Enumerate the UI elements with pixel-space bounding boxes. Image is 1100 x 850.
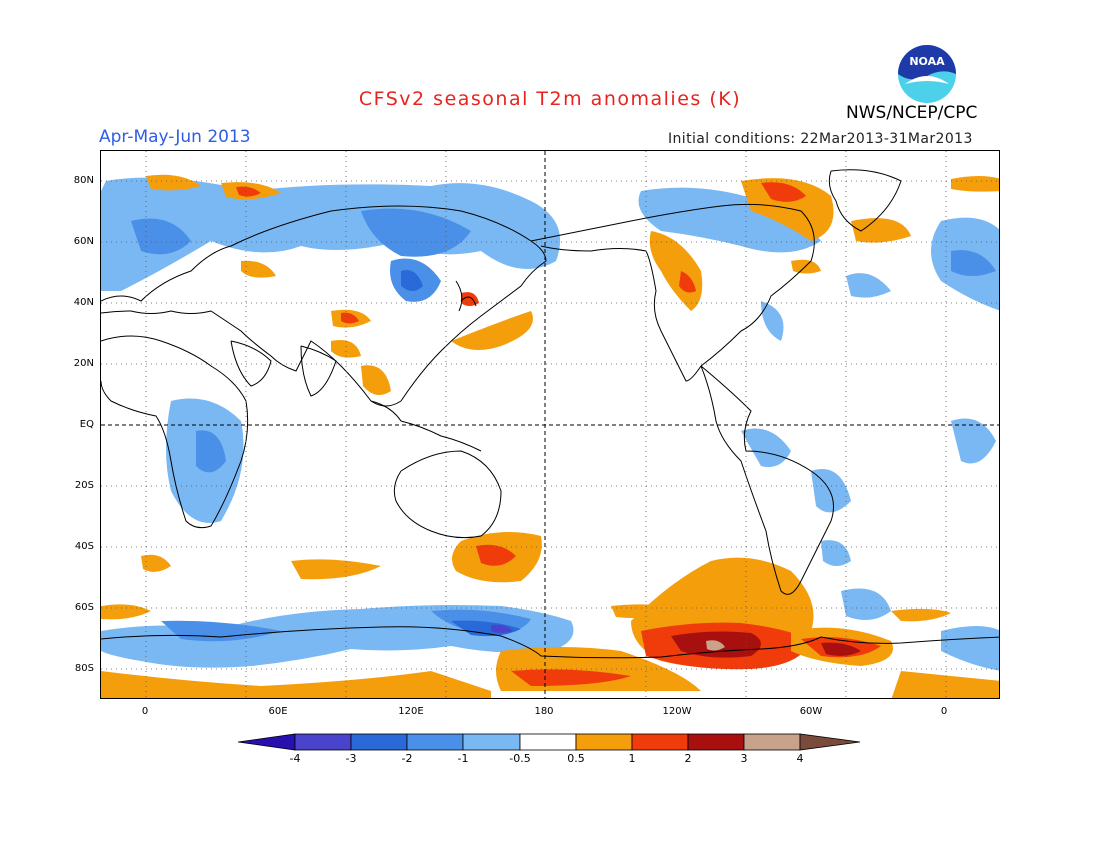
colorbar-bin-minus4-minus3 <box>294 733 352 751</box>
season-label: Apr-May-Jun 2013 <box>99 127 251 147</box>
colorbar-label: 3 <box>740 752 748 765</box>
lat-label-80n: 80N <box>73 175 94 186</box>
colorbar-bin-minus3-minus2 <box>350 733 408 751</box>
colorbar-label: 4 <box>796 752 804 765</box>
lat-label-eq: EQ <box>79 419 94 430</box>
initial-conditions-label: Initial conditions: 22Mar2013-31Mar2013 <box>668 131 973 147</box>
colorbar-bin-05-1 <box>575 733 633 751</box>
colorbar-label: -4 <box>289 752 301 765</box>
map-panel <box>100 150 1000 699</box>
graticule <box>101 151 999 698</box>
lat-label-60s: 60S <box>74 602 94 613</box>
lon-label-0-right: 0 <box>940 706 948 717</box>
colorbar-label: -0.5 <box>509 752 531 765</box>
lat-label-80s: 80S <box>74 663 94 674</box>
lat-label-20n: 20N <box>73 358 94 369</box>
anomaly-map <box>101 151 999 698</box>
lon-label-120w: 120W <box>662 706 692 717</box>
lon-label-180: 180 <box>534 706 554 717</box>
lon-label-60e: 60E <box>268 706 288 717</box>
noaa-logo: NOAA <box>898 45 956 103</box>
lat-label-40s: 40S <box>74 541 94 552</box>
colorbar-label: -2 <box>401 752 413 765</box>
lat-label-20s: 20S <box>74 480 94 491</box>
agency-label: NWS/NCEP/CPC <box>846 103 978 123</box>
colorbar-bin-1-2 <box>631 733 689 751</box>
coastlines <box>101 169 999 659</box>
lon-label-0-left: 0 <box>141 706 149 717</box>
colorbar-bin-minus2-minus1 <box>406 733 464 751</box>
lon-label-60w: 60W <box>799 706 823 717</box>
map-title: CFSv2 seasonal T2m anomalies (K) <box>358 88 742 110</box>
colorbar <box>238 733 861 751</box>
colorbar-label: 1 <box>628 752 636 765</box>
lat-label-40n: 40N <box>73 297 94 308</box>
colorbar-bin-gt-4 <box>799 733 861 751</box>
warm-anomaly-shading <box>101 174 999 698</box>
colorbar-bin-neutral <box>519 733 577 751</box>
colorbar-label: 2 <box>684 752 692 765</box>
colorbar-bin-lt-minus4 <box>238 733 296 751</box>
lat-label-60n: 60N <box>73 236 94 247</box>
colorbar-label: 0.5 <box>567 752 585 765</box>
colorbar-bin-2-3 <box>687 733 745 751</box>
colorbar-bin-3-4 <box>743 733 801 751</box>
colorbar-label: -1 <box>457 752 469 765</box>
lon-label-120e: 120E <box>398 706 424 717</box>
svg-text:NOAA: NOAA <box>909 55 945 68</box>
cold-anomaly-shading <box>101 177 999 671</box>
colorbar-label: -3 <box>345 752 357 765</box>
colorbar-bin-minus1-minus05 <box>462 733 521 751</box>
